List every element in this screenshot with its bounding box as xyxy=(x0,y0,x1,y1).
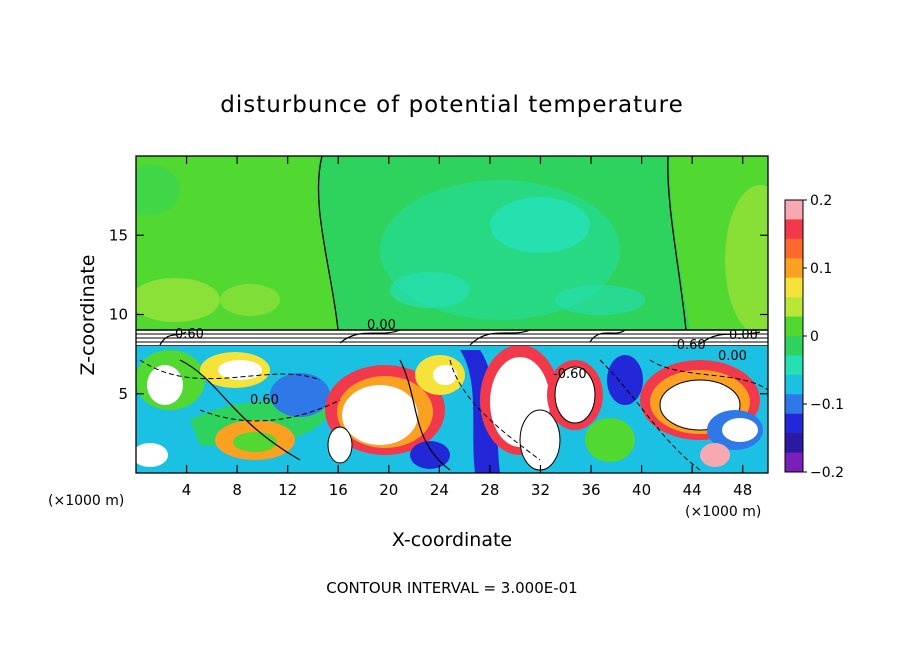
lower-layer-field xyxy=(136,346,768,473)
contour-interval-note: CONTOUR INTERVAL = 3.000E-01 xyxy=(326,579,577,597)
colorbar-tick-label: 0.1 xyxy=(810,261,832,277)
x-tick-label: 24 xyxy=(430,481,449,499)
x-tick-label: 8 xyxy=(232,481,242,499)
x-tick-label: 4 xyxy=(182,481,192,499)
colorbar-tick-label: −0.2 xyxy=(810,465,844,481)
colorbar-tick-label: 0.2 xyxy=(810,193,832,209)
colorbar-swatch xyxy=(785,433,803,454)
x-unit-label-left: (×1000 m) xyxy=(48,493,124,509)
contour-label: 0.60 xyxy=(175,327,204,342)
colorbar-swatch xyxy=(785,277,803,298)
x-unit-label-right: (×1000 m) xyxy=(685,504,761,520)
colorbar-swatch xyxy=(785,219,803,240)
y-axis-label: Z-coordinate xyxy=(77,255,99,376)
colorbar-swatch xyxy=(785,374,803,395)
contour-label: -0.60 xyxy=(553,367,587,382)
x-tick-label: 32 xyxy=(531,481,550,499)
x-axis: 4 8 12 16 20 24 28 32 36 40 44 48 xyxy=(182,156,752,499)
colorbar-swatch xyxy=(785,258,803,279)
x-tick-label: 36 xyxy=(581,481,600,499)
colorbar-swatch xyxy=(785,413,803,434)
contour-label: -0.60 xyxy=(672,338,706,353)
y-tick-label: 5 xyxy=(118,385,128,403)
contour-label: 0.00 xyxy=(367,318,396,333)
colorbar-tick-label: 0 xyxy=(810,329,819,345)
contour-label: 0.00 xyxy=(718,349,747,364)
colorbar-tick-label: −0.1 xyxy=(810,397,844,413)
colorbar-swatch xyxy=(785,238,803,259)
x-tick-label: 28 xyxy=(480,481,499,499)
contour-label: 0.60 xyxy=(250,393,279,408)
colorbar-swatch xyxy=(785,394,803,415)
colorbar xyxy=(784,199,804,473)
contour-labels: 0.00 0.60 0.60 -0.60 0.00 0.00 -0.60 xyxy=(175,318,758,408)
y-axis: 5 10 15 xyxy=(109,226,768,403)
colorbar-swatch xyxy=(785,297,803,318)
plot-area xyxy=(136,156,768,473)
x-tick-label: 12 xyxy=(278,481,297,499)
colorbar-swatch xyxy=(785,200,803,220)
x-tick-label: 44 xyxy=(683,481,702,499)
colorbar-swatch xyxy=(785,316,803,337)
colorbar-swatch xyxy=(785,452,803,473)
colorbar-swatch xyxy=(785,336,803,356)
x-tick-label: 16 xyxy=(329,481,348,499)
y-tick-label: 15 xyxy=(109,226,128,244)
x-axis-label: X-coordinate xyxy=(392,529,512,551)
contour-label: 0.00 xyxy=(729,328,758,343)
x-tick-label: 20 xyxy=(379,481,398,499)
x-tick-label: 48 xyxy=(733,481,752,499)
colorbar-swatch xyxy=(785,355,803,376)
y-tick-label: 10 xyxy=(109,306,128,324)
colorbar-ticks: 0.2 0.1 0 −0.1 −0.2 xyxy=(803,193,844,481)
upper-layer-field xyxy=(136,156,768,330)
chart-title: disturbunce of potential temperature xyxy=(220,92,684,118)
x-tick-label: 40 xyxy=(632,481,651,499)
